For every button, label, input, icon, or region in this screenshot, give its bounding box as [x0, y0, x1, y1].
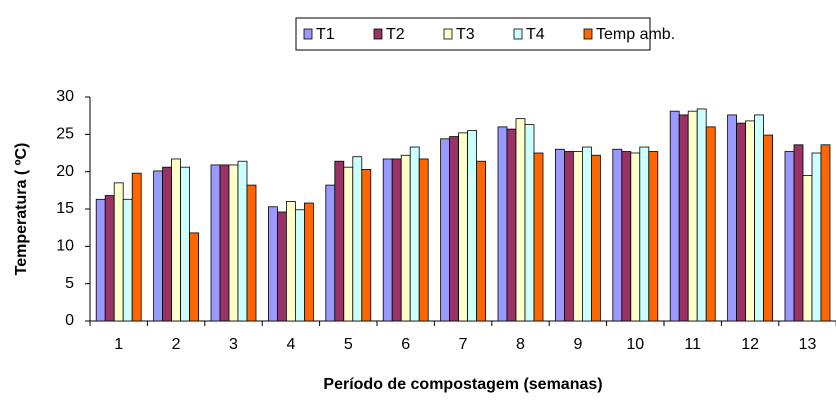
bar	[104, 195, 115, 322]
bar	[352, 156, 363, 322]
y-tick-label: 10	[56, 238, 74, 255]
bar	[612, 148, 623, 322]
bar	[678, 114, 689, 322]
bar	[440, 138, 451, 322]
bar	[409, 146, 420, 322]
x-tick-label: 8	[516, 336, 525, 353]
x-tick-label: 13	[799, 336, 817, 353]
bar	[113, 182, 124, 322]
bar	[648, 151, 659, 322]
bar	[784, 151, 795, 322]
bar	[95, 198, 106, 322]
bar	[449, 136, 460, 322]
bar	[210, 164, 221, 322]
bar	[793, 144, 804, 322]
legend-swatch	[373, 28, 383, 40]
legend-swatch	[443, 28, 453, 40]
x-tick-label: 12	[741, 336, 759, 353]
bar	[591, 154, 601, 322]
bar	[180, 166, 191, 322]
bar	[171, 158, 182, 322]
bar	[811, 152, 822, 322]
bar	[630, 152, 641, 322]
legend-label: T4	[526, 26, 545, 43]
legend-label: Temp amb.	[596, 26, 675, 43]
x-tick-label: 5	[344, 336, 353, 353]
bar	[343, 166, 354, 322]
bar	[582, 146, 592, 322]
bar	[228, 164, 239, 322]
x-axis-title: Período de compostagem (semanas)	[323, 376, 602, 393]
y-tick-label: 20	[56, 163, 74, 180]
bar	[497, 126, 508, 322]
bar	[153, 170, 164, 322]
bar	[564, 151, 574, 322]
bar	[621, 151, 632, 322]
x-tick-label: 2	[172, 336, 181, 353]
x-tick-label: 7	[459, 336, 468, 353]
y-tick-label: 30	[56, 88, 74, 105]
bar	[555, 148, 565, 322]
legend-swatch	[303, 28, 313, 40]
bar	[382, 158, 393, 322]
bar	[506, 128, 517, 322]
bar	[524, 124, 535, 322]
bar	[246, 184, 257, 322]
x-tick-label: 1	[114, 336, 123, 353]
bar	[476, 160, 487, 322]
bar	[303, 202, 314, 322]
bar	[285, 201, 296, 322]
bar	[467, 130, 478, 322]
bar	[418, 158, 429, 322]
y-tick-label: 0	[65, 312, 74, 329]
y-tick-label: 5	[65, 275, 74, 292]
bar	[533, 152, 544, 322]
bar	[131, 172, 142, 322]
bar	[276, 211, 287, 322]
bar	[162, 166, 173, 322]
bar	[573, 151, 583, 322]
bar	[754, 114, 764, 322]
bar	[515, 118, 526, 322]
x-tick-label: 9	[573, 336, 582, 353]
bar	[325, 184, 336, 322]
bar	[391, 158, 402, 322]
x-tick-label: 3	[229, 336, 238, 353]
bar	[639, 146, 650, 322]
legend-label: T3	[456, 26, 475, 43]
x-tick-label: 6	[401, 336, 410, 353]
y-tick-label: 25	[56, 126, 74, 143]
bar	[189, 232, 200, 322]
bar	[458, 132, 469, 322]
bar	[219, 164, 230, 322]
bar	[294, 209, 305, 322]
bar	[400, 154, 411, 322]
bar	[802, 174, 813, 322]
x-tick-label: 10	[626, 336, 644, 353]
bar	[334, 160, 345, 322]
bar	[237, 160, 248, 322]
bar	[122, 198, 133, 322]
bar	[736, 122, 746, 322]
x-tick-label: 4	[286, 336, 295, 353]
bar	[745, 120, 755, 322]
legend-swatch	[513, 28, 523, 40]
y-tick-label: 15	[56, 200, 74, 217]
bar	[705, 126, 716, 322]
legend-swatch	[583, 28, 593, 40]
bar	[669, 110, 680, 322]
bar	[696, 108, 707, 322]
bar	[820, 144, 831, 322]
bar	[763, 134, 773, 322]
legend-label: T2	[386, 26, 405, 43]
y-axis-title: Temperatura ( ºC)	[13, 143, 30, 276]
legend-label: T1	[316, 26, 335, 43]
bar	[727, 114, 737, 322]
bar	[687, 110, 698, 322]
bar	[361, 169, 372, 322]
bar	[267, 206, 278, 322]
x-tick-label: 11	[684, 336, 701, 353]
